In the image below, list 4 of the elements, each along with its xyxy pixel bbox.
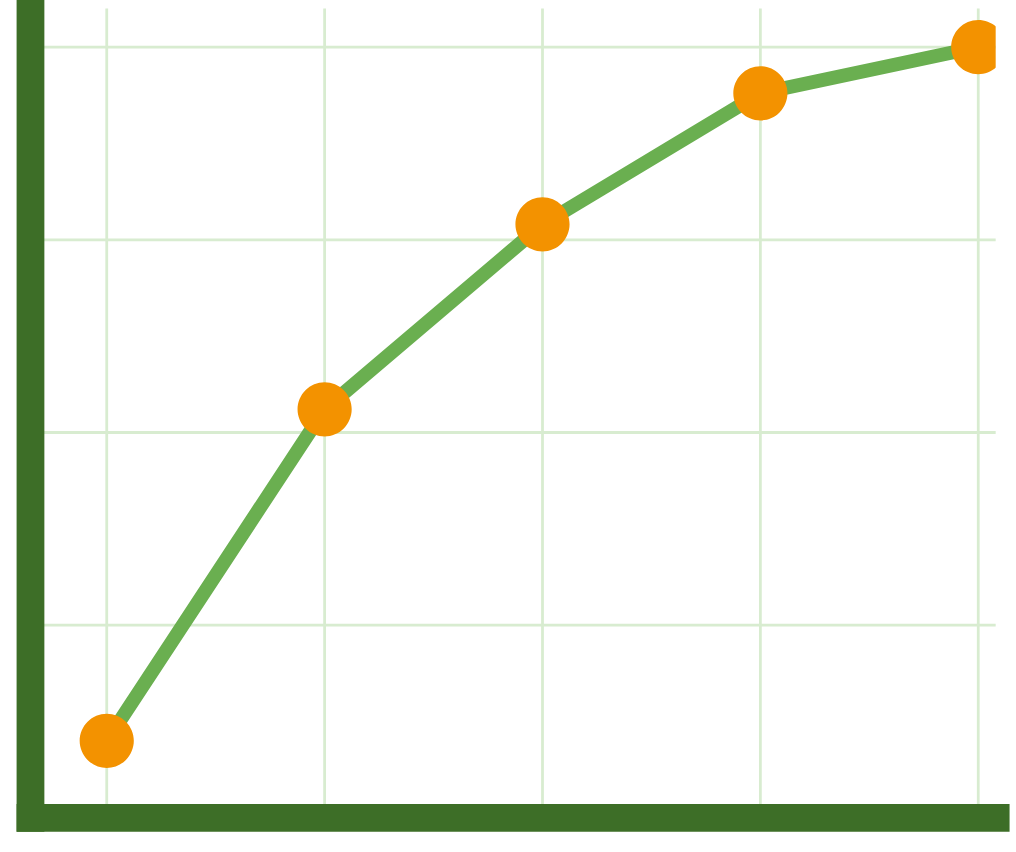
point bbox=[79, 713, 134, 768]
point bbox=[297, 382, 352, 437]
point bbox=[515, 197, 570, 252]
point bbox=[733, 66, 788, 121]
